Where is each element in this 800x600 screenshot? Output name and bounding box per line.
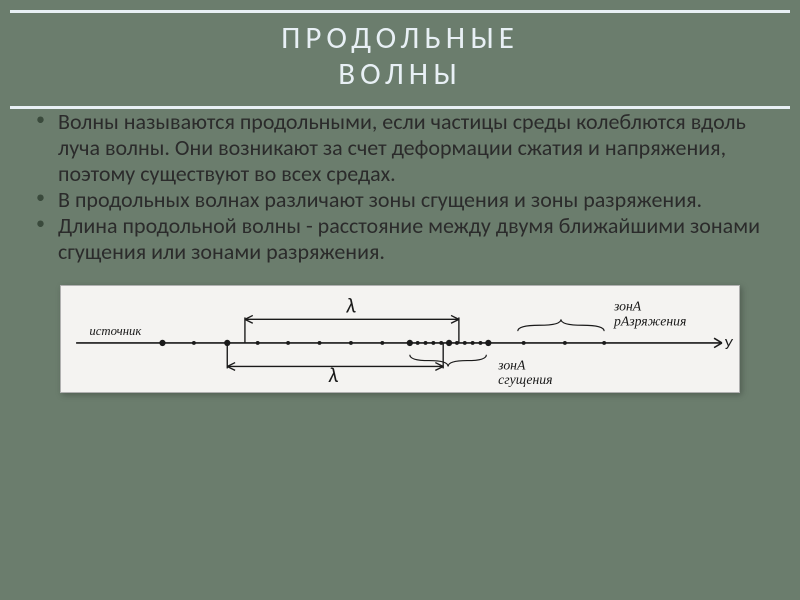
- title-line1: ПРОДОЛЬНЫЕ: [281, 19, 519, 57]
- title-line2: ВОЛНЫ: [338, 55, 461, 93]
- slide-title: ПРОДОЛЬНЫЕ ВОЛНЫ: [10, 21, 790, 92]
- svg-text:сгущения: сгущения: [498, 372, 552, 387]
- title-band: ПРОДОЛЬНЫЕ ВОЛНЫ: [10, 10, 790, 109]
- para-3: Длина продольной волны - расстояние межд…: [58, 213, 762, 265]
- svg-text:λ: λ: [346, 292, 356, 319]
- svg-text:зонА: зонА: [497, 357, 526, 372]
- para-2: В продольных волнах различают зоны сгуще…: [58, 187, 762, 213]
- svg-text:источник: источник: [89, 324, 142, 338]
- wave-svg: УисточникλλзонАсгущениязонАрАзряжения: [61, 286, 739, 392]
- svg-text:У: У: [724, 335, 734, 354]
- wave-diagram: УисточникλλзонАсгущениязонАрАзряжения: [60, 285, 740, 393]
- svg-text:рАзряжения: рАзряжения: [613, 313, 686, 328]
- svg-text:λ: λ: [328, 361, 338, 388]
- para-1: Волны называются продольными, если части…: [58, 109, 762, 187]
- svg-text:зонА: зонА: [613, 299, 642, 314]
- body-text: Волны называются продольными, если части…: [10, 109, 790, 265]
